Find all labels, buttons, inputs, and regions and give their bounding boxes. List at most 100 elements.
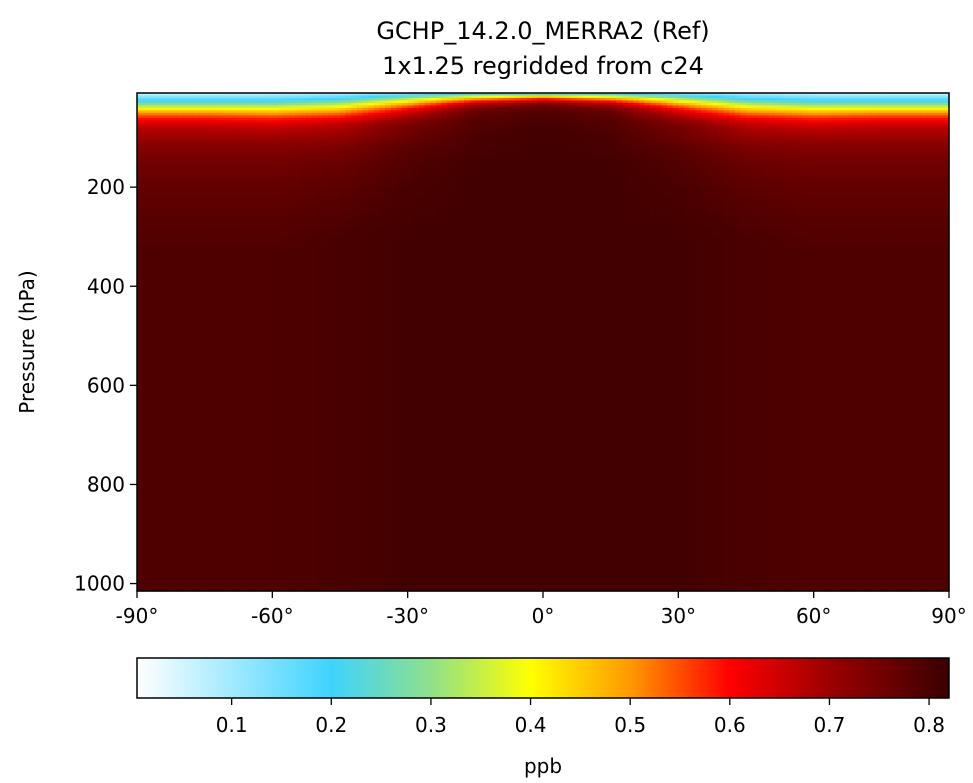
heatmap-cell	[661, 95, 668, 99]
heatmap-cell	[813, 97, 820, 102]
heatmap-cell	[396, 93, 403, 97]
heatmap-cell	[142, 122, 149, 126]
heatmap-cell	[509, 135, 516, 139]
heatmap-cell	[638, 137, 646, 141]
heatmap-cell	[356, 120, 364, 124]
heatmap-cell	[779, 140, 787, 144]
heatmap-cell	[289, 107, 296, 111]
heatmap-cell	[723, 167, 730, 178]
heatmap-cell	[746, 145, 753, 149]
heatmap-cell	[464, 135, 471, 139]
heatmap-cell	[323, 117, 330, 121]
heatmap-cell	[768, 117, 775, 121]
heatmap-cell	[633, 112, 640, 116]
heatmap-cell	[847, 110, 854, 114]
heatmap-cell	[926, 154, 933, 159]
heatmap-cell	[841, 122, 849, 126]
heatmap-cell	[334, 127, 341, 131]
heatmap-cell	[808, 159, 815, 163]
heatmap-cell	[204, 125, 211, 129]
heatmap-cell	[819, 132, 826, 136]
heatmap-cell	[864, 115, 871, 119]
heatmap-cell	[328, 177, 335, 188]
heatmap-cell	[723, 187, 730, 198]
heatmap-cell	[633, 127, 640, 131]
heatmap-cell	[554, 164, 561, 168]
heatmap-cell	[255, 102, 262, 106]
heatmap-cell	[712, 177, 719, 188]
heatmap-cell	[475, 145, 482, 149]
heatmap-cell	[582, 97, 589, 102]
heatmap-cell	[526, 125, 533, 129]
heatmap-cell	[667, 206, 674, 218]
heatmap-cell	[870, 117, 877, 121]
heatmap-cell	[334, 135, 341, 139]
heatmap-cell	[464, 164, 471, 168]
heatmap-cell	[232, 206, 240, 218]
heatmap-cell	[486, 100, 493, 104]
heatmap-cell	[559, 187, 567, 198]
heatmap-cell	[898, 145, 905, 149]
heatmap-cell	[227, 130, 234, 134]
heatmap-cell	[858, 157, 866, 161]
heatmap-cell	[740, 147, 747, 151]
heatmap-cell	[746, 125, 753, 129]
heatmap-cell	[396, 132, 403, 136]
heatmap-cell	[915, 127, 922, 131]
heatmap-cell	[729, 132, 736, 136]
heatmap-cell	[430, 164, 437, 168]
heatmap-cell	[672, 95, 679, 99]
heatmap-cell	[137, 122, 144, 126]
heatmap-cell	[283, 100, 290, 104]
heatmap-cell	[458, 132, 465, 136]
heatmap-cell	[165, 93, 172, 97]
heatmap-cell	[165, 95, 172, 99]
heatmap-cell	[751, 120, 758, 124]
heatmap-cell	[447, 154, 454, 159]
heatmap-cell	[734, 152, 741, 156]
heatmap-cell	[740, 164, 747, 168]
heatmap-cell	[667, 154, 674, 159]
heatmap-cell	[717, 122, 725, 126]
heatmap-cell	[554, 159, 561, 163]
heatmap-cell	[165, 187, 172, 198]
heatmap-cell	[909, 130, 916, 134]
heatmap-cell	[368, 125, 375, 129]
heatmap-cell	[159, 107, 166, 111]
heatmap-cell	[300, 132, 307, 136]
heatmap-cell	[294, 132, 302, 136]
heatmap-cell	[548, 110, 555, 114]
heatmap-cell	[531, 162, 538, 166]
heatmap-cell	[734, 120, 741, 124]
heatmap-cell	[785, 112, 792, 116]
heatmap-cell	[633, 197, 640, 208]
heatmap-cell	[903, 122, 911, 126]
heatmap-cell	[413, 164, 420, 168]
heatmap-cell	[385, 145, 392, 149]
heatmap-cell	[655, 187, 663, 198]
heatmap-cell	[413, 206, 420, 218]
heatmap-cell	[717, 157, 725, 161]
heatmap-cell	[554, 100, 561, 104]
heatmap-cell	[661, 120, 668, 124]
heatmap-cell	[514, 120, 522, 124]
heatmap-cell	[537, 100, 544, 104]
heatmap-cell	[548, 122, 555, 126]
heatmap-cell	[700, 130, 708, 134]
heatmap-cell	[475, 154, 482, 159]
heatmap-cell	[300, 162, 307, 166]
heatmap-cell	[232, 140, 240, 144]
heatmap-cell	[153, 164, 161, 168]
heatmap-cell	[475, 149, 482, 154]
heatmap-cell	[531, 120, 538, 124]
heatmap-cell	[700, 95, 708, 99]
heatmap-cell	[148, 102, 155, 106]
heatmap-cell	[746, 137, 753, 141]
heatmap-cell	[255, 145, 262, 149]
heatmap-cell	[249, 125, 257, 129]
heatmap-cell	[148, 154, 155, 159]
heatmap-cell	[520, 102, 527, 106]
heatmap-cell	[644, 102, 651, 106]
heatmap-cell	[283, 154, 290, 159]
heatmap-cell	[638, 145, 646, 149]
